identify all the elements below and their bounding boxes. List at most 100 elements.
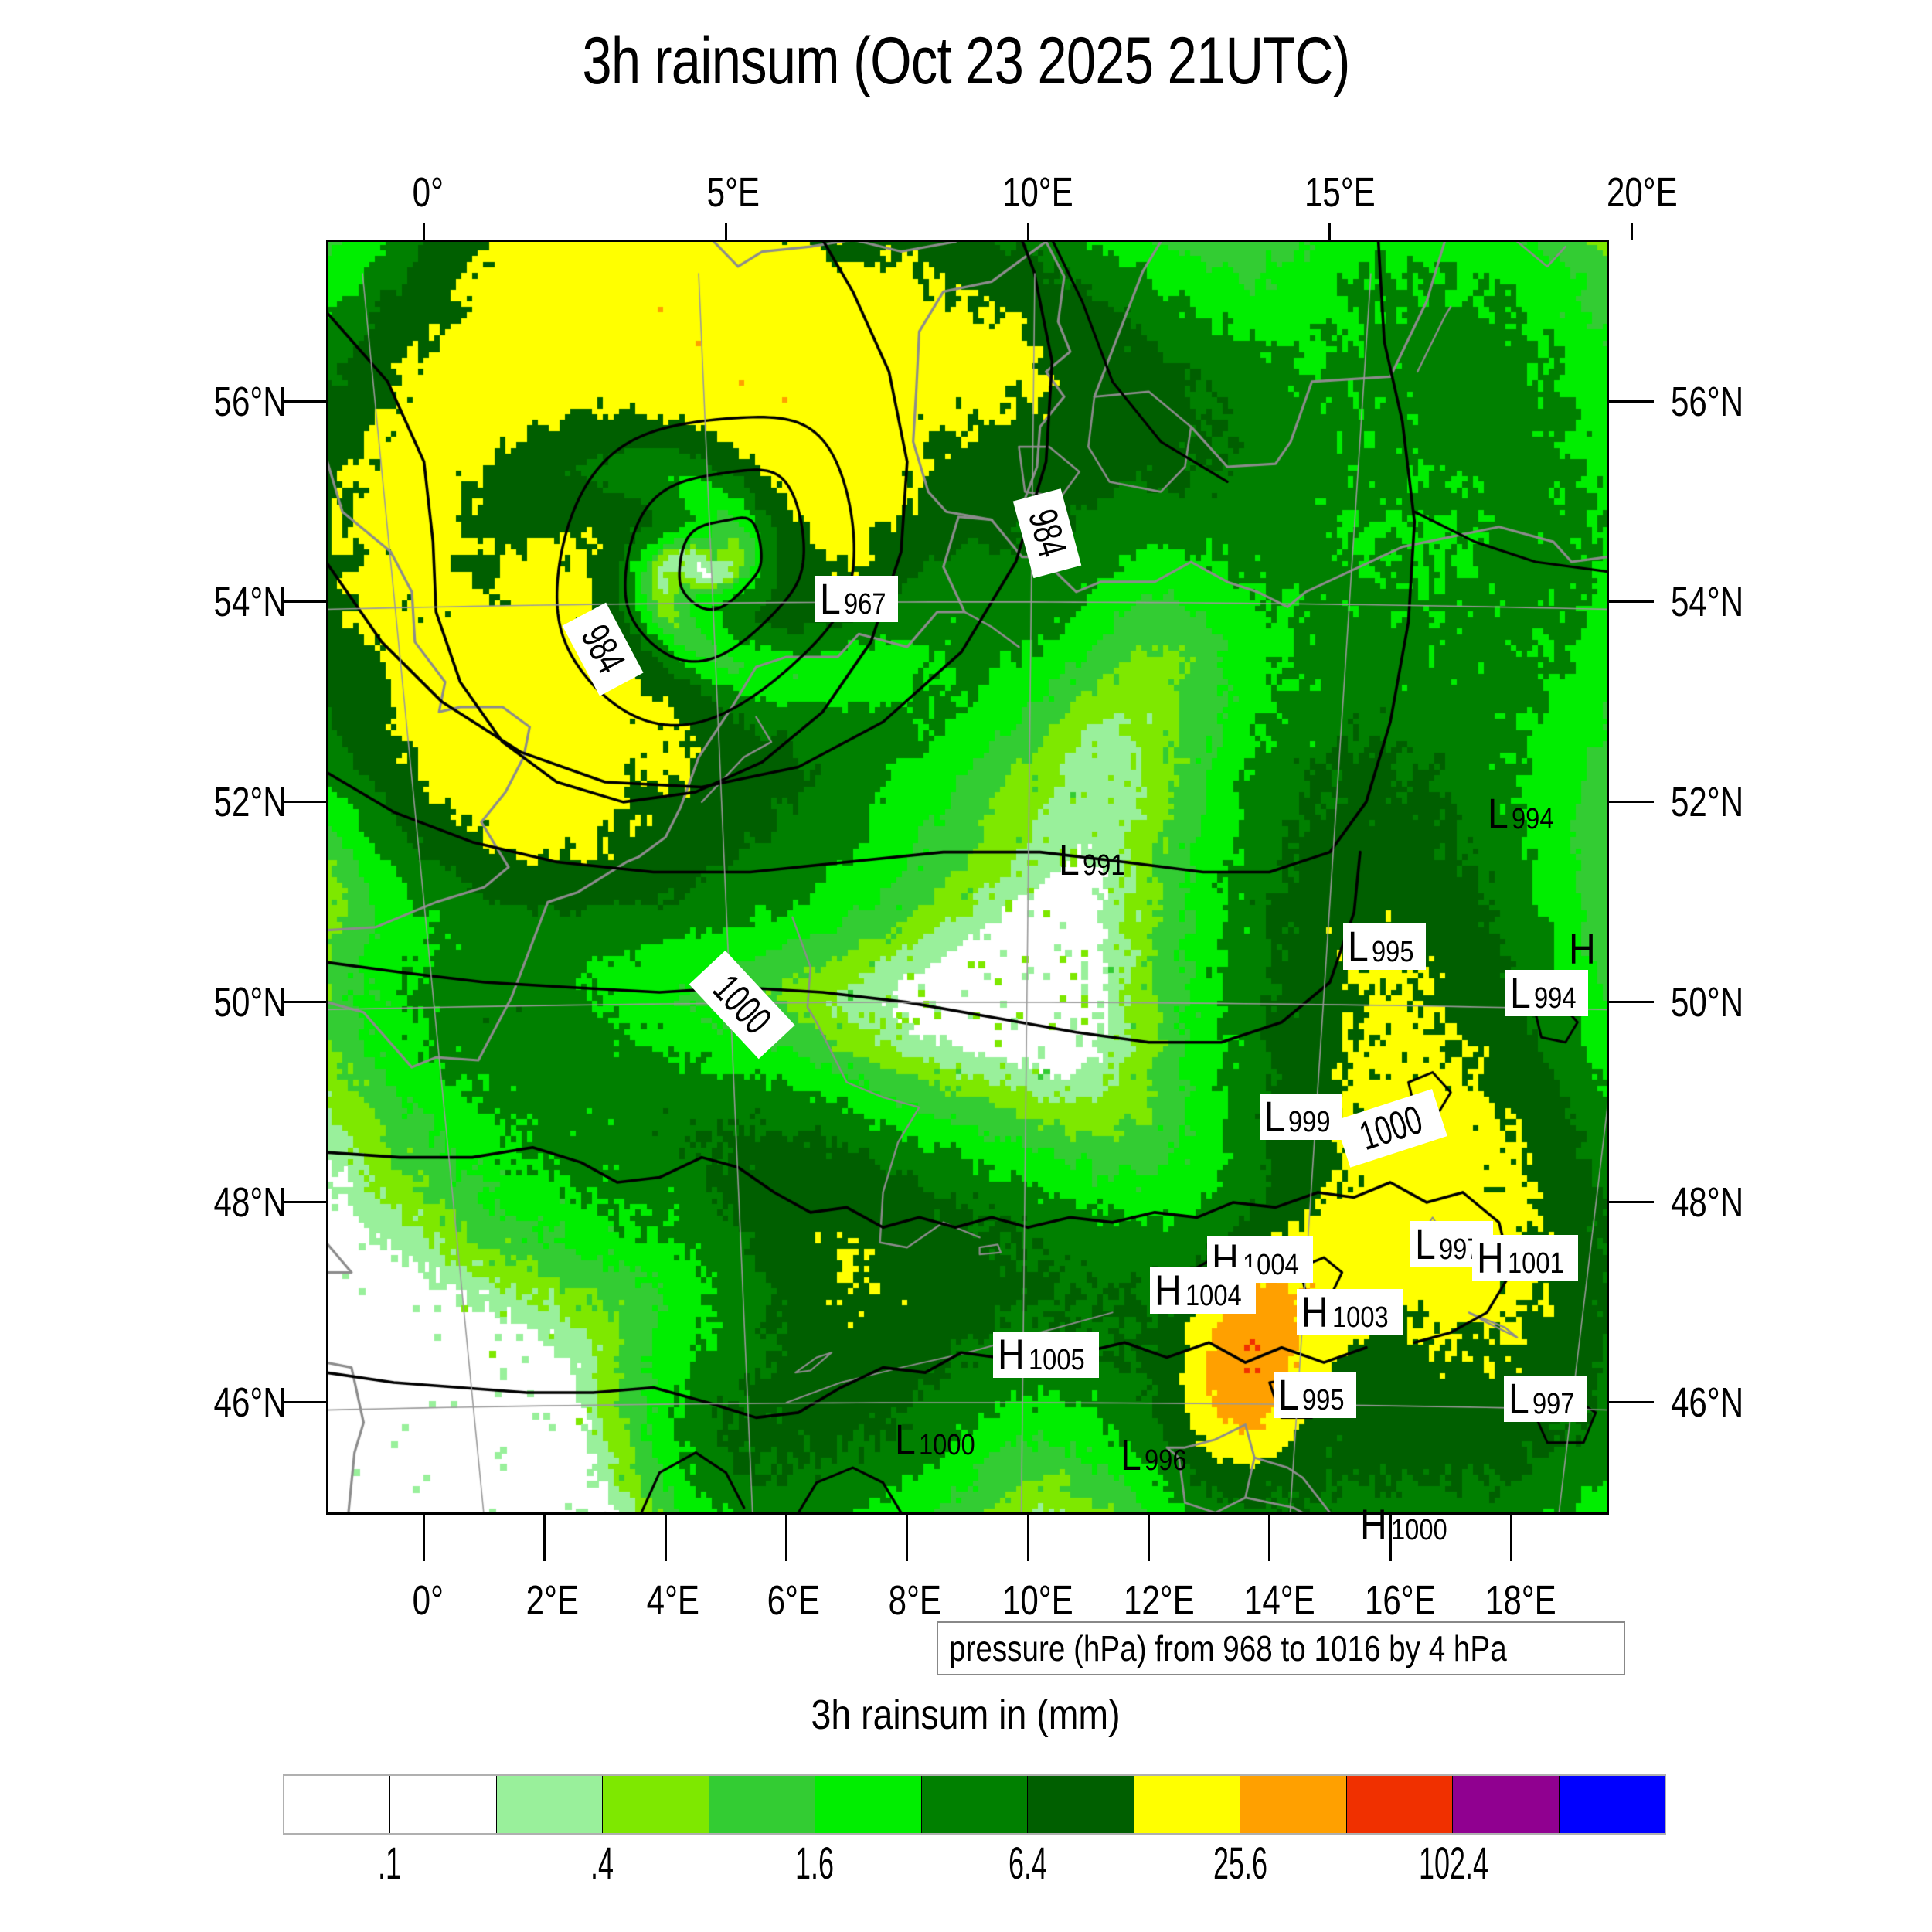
left-axis-label-3: 50°N bbox=[213, 978, 287, 1026]
axis-tick bbox=[281, 1201, 326, 1204]
bottom-axis-label-1: 2°E bbox=[526, 1577, 579, 1624]
pressure-marker-type: L bbox=[1509, 1374, 1529, 1423]
axis-tick bbox=[1389, 1515, 1392, 1561]
axis-tick bbox=[543, 1515, 546, 1561]
axis-tick bbox=[785, 1515, 788, 1561]
axis-tick bbox=[1147, 1515, 1150, 1561]
colorbar-label-1: .4 bbox=[590, 1838, 614, 1889]
colorbar-label-2: 1.6 bbox=[795, 1838, 835, 1889]
top-axis-label-4: 20°E bbox=[1606, 169, 1678, 216]
axis-tick bbox=[281, 600, 326, 604]
colorbar-tick-labels: .1 .4 1.6 6.4 25.6 102.4 bbox=[283, 1838, 1666, 1900]
pressure-marker-type: L bbox=[820, 574, 841, 623]
axis-tick bbox=[1026, 223, 1029, 240]
bottom-axis-label-4: 8°E bbox=[888, 1577, 941, 1624]
axis-tick bbox=[1609, 600, 1654, 604]
colorbar-cell-5[interactable] bbox=[815, 1776, 921, 1833]
colorbar-title: 3h rainsum in (mm) bbox=[811, 1692, 1121, 1738]
colorbar-label-0: .1 bbox=[377, 1838, 401, 1889]
pressure-marker-h-12: H 1005 bbox=[993, 1332, 1099, 1378]
right-axis-label-3: 50°N bbox=[1671, 978, 1744, 1026]
pressure-marker-h-10: H 1001 bbox=[1472, 1235, 1578, 1281]
axis-tick bbox=[1609, 1001, 1654, 1004]
bottom-axis-label-5: 10°E bbox=[1002, 1577, 1073, 1624]
pressure-marker-type: H bbox=[1155, 1266, 1182, 1315]
left-axis-label-1: 54°N bbox=[213, 578, 287, 625]
axis-tick bbox=[724, 223, 727, 240]
pressure-marker-value: 1005 bbox=[1029, 1344, 1086, 1376]
colorbar-cell-11[interactable] bbox=[1452, 1776, 1559, 1833]
pressure-marker-value: 996 bbox=[1145, 1444, 1187, 1477]
axis-tick bbox=[1026, 1515, 1029, 1561]
pressure-marker-h-5: H bbox=[1569, 927, 1600, 971]
colorbar-cell-7[interactable] bbox=[1027, 1776, 1134, 1833]
left-axis-label-4: 48°N bbox=[213, 1179, 287, 1226]
pressure-marker-value: 994 bbox=[1534, 982, 1577, 1015]
pressure-marker-value: 1004 bbox=[1185, 1280, 1243, 1312]
colorbar-cell-2[interactable] bbox=[495, 1776, 603, 1833]
pressure-marker-type: H bbox=[1569, 924, 1596, 973]
page-title: 3h rainsum (Oct 23 2025 21UTC) bbox=[582, 24, 1350, 98]
top-axis-label-1: 5°E bbox=[706, 169, 760, 216]
bottom-axis-label-2: 4°E bbox=[646, 1577, 700, 1624]
pressure-marker-l-0: L 967 bbox=[815, 576, 898, 622]
pressure-marker-value: 995 bbox=[1302, 1384, 1345, 1417]
bottom-axis-label-9: 18°E bbox=[1485, 1577, 1557, 1624]
pressure-marker-h-11: H 1003 bbox=[1297, 1289, 1403, 1335]
right-axis-label-4: 48°N bbox=[1671, 1179, 1744, 1226]
axis-tick bbox=[1609, 1401, 1654, 1404]
axis-tick bbox=[1609, 1201, 1654, 1204]
axis-tick bbox=[1609, 400, 1654, 403]
colorbar-cell-0[interactable] bbox=[284, 1776, 390, 1833]
pressure-marker-l-1: L 991 bbox=[1059, 838, 1132, 882]
pressure-marker-l-16: L 996 bbox=[1121, 1434, 1194, 1477]
colorbar-cell-4[interactable] bbox=[708, 1776, 815, 1833]
pressure-marker-value: 967 bbox=[844, 588, 886, 621]
colorbar-cell-1[interactable] bbox=[389, 1776, 496, 1833]
colorbar-cell-10[interactable] bbox=[1345, 1776, 1453, 1833]
colorbar-cell-9[interactable] bbox=[1240, 1776, 1346, 1833]
bottom-axis-label-3: 6°E bbox=[767, 1577, 821, 1624]
colorbar-cell-3[interactable] bbox=[602, 1776, 709, 1833]
pressure-marker-l-13: L 995 bbox=[1274, 1372, 1356, 1418]
map-plot-area[interactable] bbox=[326, 240, 1609, 1515]
pressure-marker-type: H bbox=[1301, 1287, 1328, 1336]
pressure-marker-h-8: H 1004 bbox=[1150, 1267, 1256, 1314]
pressure-marker-value: 999 bbox=[1288, 1106, 1331, 1138]
pressure-marker-type: L bbox=[1264, 1092, 1285, 1141]
top-axis-label-0: 0° bbox=[413, 169, 444, 216]
colorbar-cell-12[interactable] bbox=[1558, 1776, 1665, 1833]
colorbar-cell-8[interactable] bbox=[1133, 1776, 1240, 1833]
bottom-axis-label-7: 14°E bbox=[1243, 1577, 1315, 1624]
pressure-marker-type: H bbox=[1360, 1500, 1387, 1549]
axis-tick bbox=[281, 1401, 326, 1404]
pressure-marker-value: 1000 bbox=[919, 1429, 975, 1461]
axis-tick bbox=[1328, 223, 1332, 240]
axis-tick bbox=[423, 1515, 426, 1561]
pressure-marker-type: L bbox=[1278, 1370, 1299, 1419]
pressure-marker-value: 994 bbox=[1512, 803, 1554, 835]
colorbar-cell-6[interactable] bbox=[920, 1776, 1028, 1833]
colorbar[interactable] bbox=[283, 1774, 1666, 1835]
pressure-marker-value: 1001 bbox=[1508, 1247, 1565, 1280]
precipitation-map-canvas[interactable] bbox=[326, 240, 1609, 1515]
pressure-marker-type: L bbox=[1510, 968, 1531, 1017]
axis-tick bbox=[664, 1515, 667, 1561]
pressure-note-box: pressure (hPa) from 968 to 1016 by 4 hPa bbox=[937, 1621, 1626, 1675]
pressure-note-text: pressure (hPa) from 968 to 1016 by 4 hPa bbox=[949, 1628, 1507, 1668]
axis-tick bbox=[1509, 1515, 1512, 1561]
left-axis-label-0: 56°N bbox=[213, 378, 287, 425]
left-axis-label-2: 52°N bbox=[213, 778, 287, 825]
pressure-marker-h-17: H 1000 bbox=[1360, 1503, 1457, 1546]
axis-tick bbox=[281, 1001, 326, 1004]
pressure-marker-l-4: L 994 bbox=[1505, 970, 1588, 1016]
pressure-marker-value: 997 bbox=[1532, 1388, 1575, 1420]
pressure-marker-type: L bbox=[1348, 922, 1369, 971]
pressure-marker-l-14: L 997 bbox=[1504, 1376, 1587, 1422]
axis-tick bbox=[281, 400, 326, 403]
right-axis-label-0: 56°N bbox=[1671, 378, 1744, 425]
pressure-marker-type: L bbox=[1059, 835, 1080, 884]
bottom-axis-label-8: 16°E bbox=[1365, 1577, 1436, 1624]
pressure-marker-value: 1003 bbox=[1332, 1301, 1389, 1334]
axis-tick bbox=[423, 223, 426, 240]
